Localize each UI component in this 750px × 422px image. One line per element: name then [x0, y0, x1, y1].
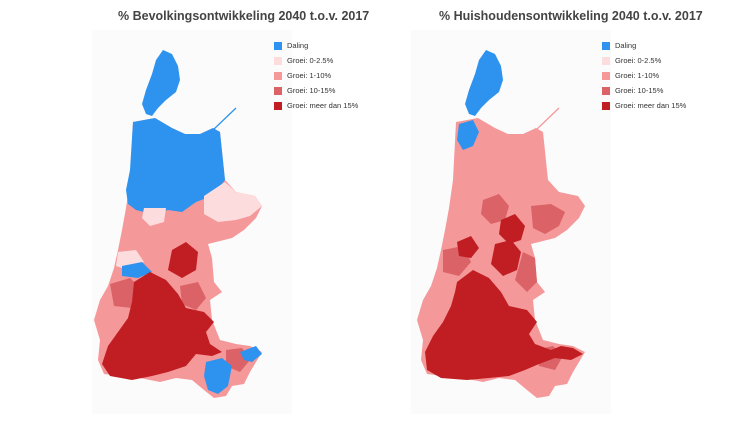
legend-swatch [602, 101, 610, 110]
population-map-panel: % Bevolkingsontwikkeling 2040 t.o.v. 201… [94, 9, 370, 398]
region-growth-mid-1 [481, 194, 509, 224]
legend-label: Groei: 0-2.5% [615, 56, 662, 65]
region-growth-high-central [491, 240, 521, 276]
region-growth-high-main [425, 270, 583, 380]
legend-swatch [274, 56, 282, 65]
legend-swatch [274, 101, 282, 110]
legend-label: Groei: 1-10% [615, 71, 660, 80]
legend-label: Groei: meer dan 15% [615, 101, 687, 110]
legend-label: Groei: 1-10% [287, 71, 332, 80]
households-map-panel: % Huishoudensontwikkeling 2040 t.o.v. 20… [375, 0, 750, 422]
legend-item: Groei: 1-10% [274, 68, 358, 83]
legend-item: Groei: 0-2.5% [602, 53, 686, 68]
texel-island [142, 50, 180, 116]
afsluitdijk-line [535, 107, 560, 131]
legend-item: Groei: meer dan 15% [602, 98, 686, 113]
region-decline-north [126, 118, 225, 214]
region-decline-coast [122, 262, 152, 278]
households-choropleth-map [417, 50, 585, 398]
region-growth-high-main [102, 272, 222, 380]
region-growth-mid-2 [531, 204, 565, 234]
map-legend: Daling Groei: 0-2.5% Groei: 1-10% Groei:… [602, 38, 686, 113]
legend-label: Groei: 10-15% [287, 86, 336, 95]
population-choropleth-map [94, 50, 262, 398]
legend-label: Daling [287, 41, 309, 50]
map-title: % Huishoudensontwikkeling 2040 t.o.v. 20… [439, 9, 703, 23]
legend-swatch [274, 71, 282, 80]
legend-swatch [602, 56, 610, 65]
region-decline-south [204, 358, 232, 394]
texel-island [465, 50, 503, 116]
region-growth-mid-2 [180, 282, 206, 310]
region-growth-high-west [457, 236, 479, 258]
legend-item: Groei: meer dan 15% [274, 98, 358, 113]
legend-label: Groei: 10-15% [615, 86, 664, 95]
legend-item: Daling [602, 38, 686, 53]
region-growth-low-west [142, 208, 166, 226]
legend-item: Groei: 10-15% [602, 83, 686, 98]
region-growth-mid-4 [515, 252, 537, 292]
legend-item: Groei: 1-10% [602, 68, 686, 83]
region-growth-low-east [204, 182, 262, 222]
legend-item: Daling [274, 38, 358, 53]
legend-swatch [602, 86, 610, 95]
afsluitdijk-line [212, 107, 237, 131]
legend-swatch [602, 71, 610, 80]
region-decline-east [240, 346, 262, 362]
region-growth-high-north [168, 242, 198, 278]
legend-label: Groei: 0-2.5% [287, 56, 334, 65]
map-legend: Daling Groei: 0-2.5% Groei: 1-10% Groei:… [274, 38, 358, 113]
region-decline-north [457, 120, 479, 150]
map-title: % Bevolkingsontwikkeling 2040 t.o.v. 201… [118, 9, 370, 23]
legend-swatch [274, 41, 282, 50]
legend-label: Daling [615, 41, 637, 50]
region-growth-high-north [499, 214, 525, 244]
legend-item: Groei: 10-15% [274, 83, 358, 98]
legend-swatch [274, 86, 282, 95]
legend-swatch [602, 41, 610, 50]
legend-item: Groei: 0-2.5% [274, 53, 358, 68]
legend-label: Groei: meer dan 15% [287, 101, 359, 110]
